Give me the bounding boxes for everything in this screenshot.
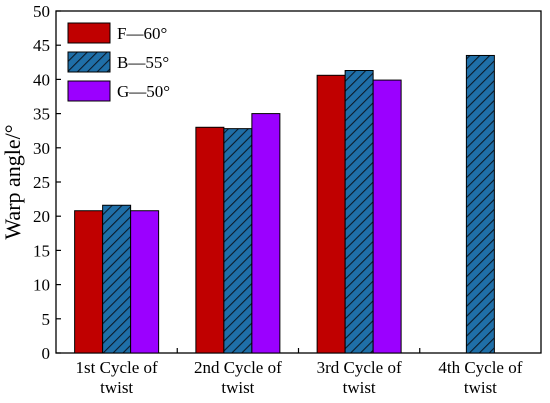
y-tick-label: 5 <box>42 310 51 329</box>
x-category-label: 4th Cycle of <box>438 358 522 377</box>
x-category-label: twist <box>343 378 376 397</box>
legend-label: F—60° <box>117 24 167 43</box>
bar <box>102 204 132 354</box>
y-axis-title: Warp angle/° <box>0 124 25 239</box>
y-tick-label: 40 <box>33 70 50 89</box>
legend-swatch <box>67 80 111 102</box>
bar <box>74 210 104 354</box>
x-category-label: 2nd Cycle of <box>194 358 282 377</box>
bar <box>195 126 225 354</box>
y-tick-label: 25 <box>33 173 50 192</box>
y-tick-label: 50 <box>33 2 50 21</box>
bar <box>465 54 495 354</box>
x-category-label: 3rd Cycle of <box>317 358 402 377</box>
y-tick-label: 45 <box>33 36 50 55</box>
legend-label: G—50° <box>117 82 170 101</box>
y-tick-label: 35 <box>33 105 50 124</box>
bar <box>223 128 253 354</box>
y-tick-label: 30 <box>33 139 50 158</box>
x-category-label: twist <box>100 378 133 397</box>
y-tick-label: 20 <box>33 207 50 226</box>
x-category-label: twist <box>221 378 254 397</box>
legend-label: B—55° <box>117 53 169 72</box>
x-category-label: 1st Cycle of <box>76 358 158 377</box>
y-tick-label: 0 <box>42 344 51 363</box>
bar <box>251 113 281 354</box>
y-tick-label: 10 <box>33 276 50 295</box>
bar <box>316 74 346 354</box>
bar <box>372 79 402 354</box>
bar <box>344 70 374 354</box>
legend-swatch <box>67 22 111 44</box>
legend-swatch <box>67 51 111 73</box>
bar <box>130 210 160 354</box>
x-category-label: twist <box>464 378 497 397</box>
y-tick-label: 15 <box>33 241 50 260</box>
